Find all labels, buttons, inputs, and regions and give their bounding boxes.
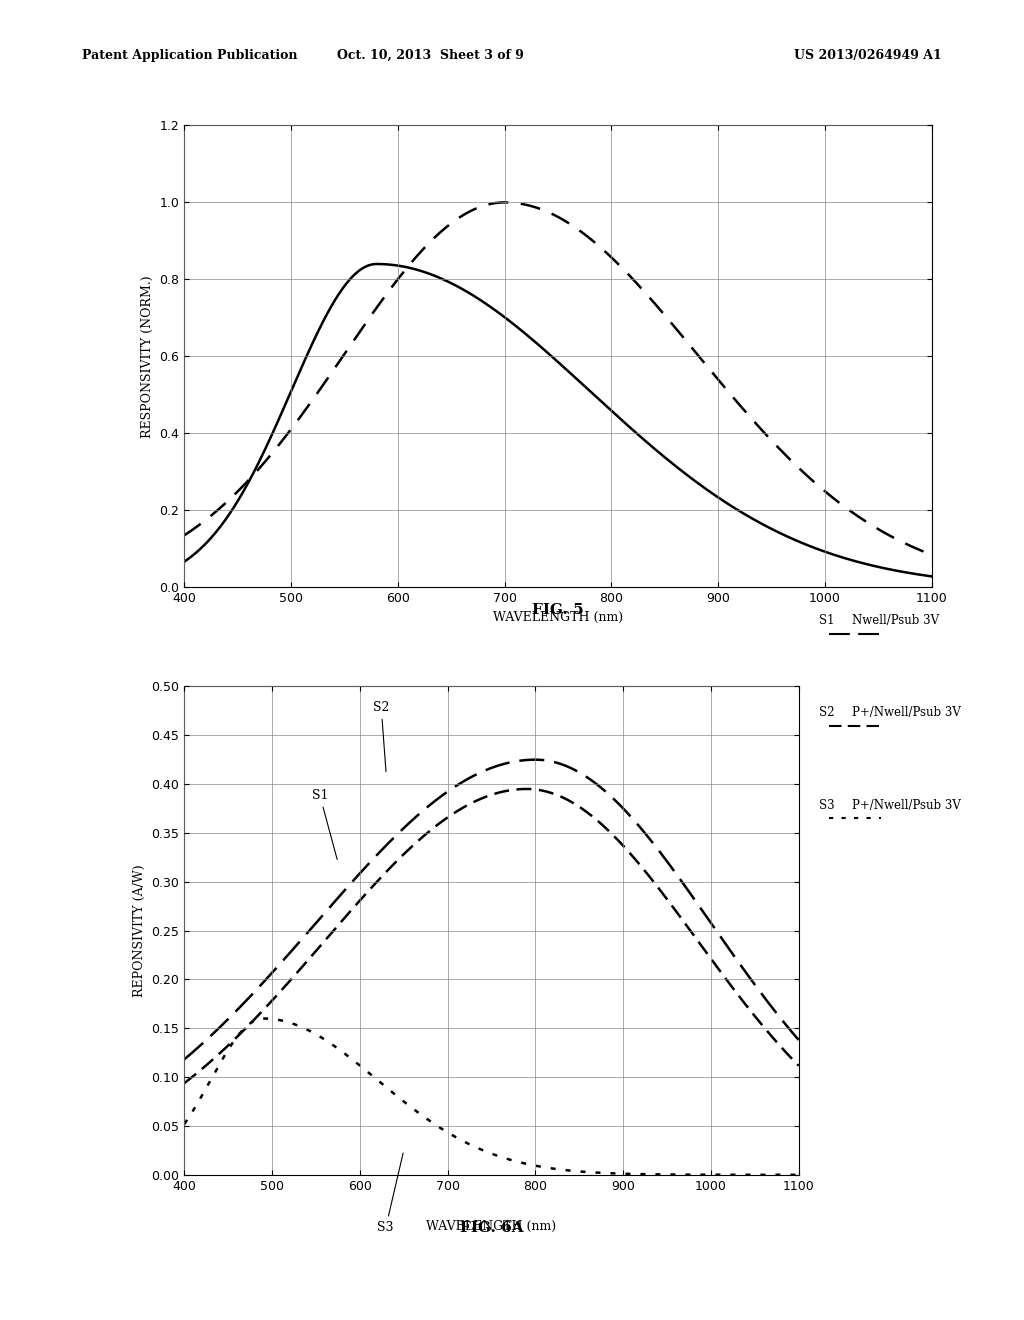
Y-axis label: REPONSIVITY (A/W): REPONSIVITY (A/W) — [133, 865, 145, 997]
Text: S1: S1 — [311, 789, 337, 859]
X-axis label: WAVELENGTH (nm): WAVELENGTH (nm) — [493, 611, 624, 624]
Text: P+/Nwell/Psub 3V: P+/Nwell/Psub 3V — [852, 706, 961, 719]
X-axis label: WAVELENGTH (nm): WAVELENGTH (nm) — [426, 1221, 557, 1233]
Text: Oct. 10, 2013  Sheet 3 of 9: Oct. 10, 2013 Sheet 3 of 9 — [337, 49, 523, 62]
Text: FIG. 6A: FIG. 6A — [460, 1221, 523, 1236]
Text: S2: S2 — [373, 701, 389, 771]
Text: P+/Nwell/Psub 3V: P+/Nwell/Psub 3V — [852, 799, 961, 812]
Y-axis label: RESPONSIVITY (NORM.): RESPONSIVITY (NORM.) — [141, 275, 154, 438]
Text: Patent Application Publication: Patent Application Publication — [82, 49, 297, 62]
Text: S3: S3 — [378, 1154, 403, 1234]
Text: S1: S1 — [819, 614, 835, 627]
Text: S3: S3 — [819, 799, 835, 812]
Text: US 2013/0264949 A1: US 2013/0264949 A1 — [795, 49, 942, 62]
Text: S2: S2 — [819, 706, 835, 719]
Text: Nwell/Psub 3V: Nwell/Psub 3V — [852, 614, 939, 627]
Text: FIG. 5: FIG. 5 — [532, 603, 584, 618]
